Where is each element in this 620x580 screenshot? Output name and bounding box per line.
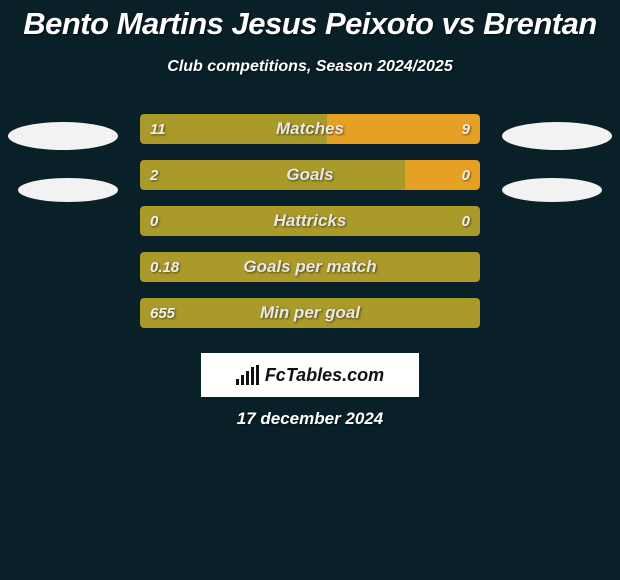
subtitle: Club competitions, Season 2024/2025 (0, 58, 620, 76)
snapshot-date: 17 december 2024 (0, 409, 620, 429)
comparison-card: Bento Martins Jesus Peixoto vs Brentan C… (0, 0, 620, 580)
stat-row: Min per goal655 (0, 298, 620, 328)
stat-bar-left (140, 114, 327, 144)
stat-value-right: 0 (462, 206, 470, 236)
stat-value-left: 655 (150, 298, 175, 328)
stat-value-right: 0 (462, 160, 470, 190)
stat-row: Matches119 (0, 114, 620, 144)
stat-bar (140, 114, 480, 144)
stat-value-right: 9 (462, 114, 470, 144)
stat-bar (140, 298, 480, 328)
stat-bar-left (140, 298, 480, 328)
stat-row: Goals20 (0, 160, 620, 190)
stat-value-left: 0.18 (150, 252, 179, 282)
stat-value-left: 11 (150, 114, 166, 144)
stat-bar (140, 206, 480, 236)
stat-bar-left (140, 160, 405, 190)
fctables-logo: FcTables.com (201, 353, 419, 397)
page-title: Bento Martins Jesus Peixoto vs Brentan (0, 0, 620, 42)
stat-value-left: 0 (150, 206, 158, 236)
stat-bar-left (140, 206, 480, 236)
stat-bar-right (327, 114, 480, 144)
stat-bar (140, 252, 480, 282)
stat-bar-left (140, 252, 480, 282)
stat-row: Goals per match0.18 (0, 252, 620, 282)
stat-bar (140, 160, 480, 190)
stat-row: Hattricks00 (0, 206, 620, 236)
logo-text: FcTables.com (265, 365, 384, 386)
logo-bars-icon (236, 365, 259, 385)
stat-value-left: 2 (150, 160, 158, 190)
